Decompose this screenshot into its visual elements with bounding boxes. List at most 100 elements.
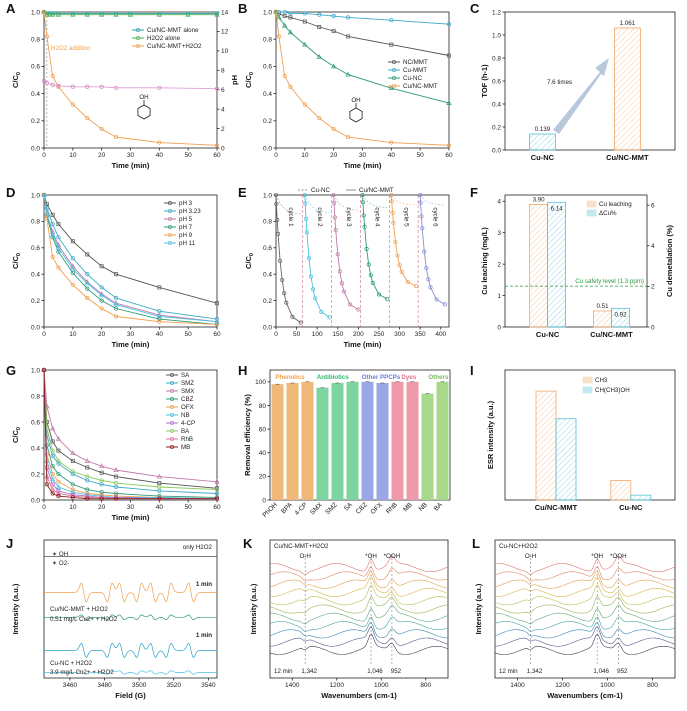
data-point [304,216,309,221]
panel-c: C 0.0 0.2 0.4 0.6 0.8 1.0 1.2 TOF (h-1) 0.139 Cu-N… [470,1,676,162]
label: Time (min) [112,513,150,522]
data-point [70,482,75,487]
data-point [44,34,49,39]
data-point [313,296,318,301]
x-tick-label: 0 [42,504,46,511]
cycle-label: cycle 5 [403,207,410,227]
data-point [99,11,105,17]
data-point [56,479,61,484]
data-point [56,83,61,88]
category-label: Cu-NC [531,153,555,162]
cycle-label: cycle 2 [316,207,323,227]
y-tick-label: 80 [259,403,267,410]
bar [361,381,374,500]
data-point [185,11,191,17]
legend-label: SA [181,372,190,379]
y-tick-label: 0.8 [31,219,40,226]
series-line [43,194,218,304]
data-point [70,450,76,456]
data-point [50,448,55,453]
data-point [70,263,76,269]
bar [529,133,556,151]
panel-k: K 1400 1200 1000 800 Wavenumbers (cm-1) Intens… [243,536,449,700]
y-tick-label: 1.0 [31,192,40,199]
label: Time (min) [112,340,150,349]
bar [610,480,632,501]
data-point [419,214,424,219]
data-point [114,135,119,140]
series-line [43,80,218,90]
spectrum-trace [494,555,676,575]
panel-letter: D [6,185,15,200]
data-point [276,14,282,20]
y-tick-label: 40 [259,450,267,457]
series-line [43,369,218,483]
data-point [278,258,283,264]
data-point [44,11,50,17]
data-point [317,116,322,121]
y-tick-label: 0.8 [263,37,272,44]
data-point [368,273,373,278]
x-tick-label: 400 [435,331,446,338]
data-point [70,459,75,463]
data-point [346,34,351,39]
trace-label: 1 min [196,581,212,588]
bar [331,383,344,500]
data-point [56,249,61,254]
data-point [337,269,342,274]
data-point [84,11,90,17]
y-tick-label: 0.4 [492,101,501,108]
data-point [390,210,395,215]
data-point [169,372,175,378]
group-label: Dyes [401,374,416,381]
data-point [157,481,162,486]
spectrum-trace [269,555,449,575]
series-line [43,369,218,498]
spectrum-trace [269,576,449,597]
data-point [389,140,394,145]
peak-label: *OH [365,553,377,560]
data-point [41,9,47,15]
x-tick-label: 150 [332,331,343,338]
legend-label: RhB [181,436,193,443]
data-point [311,287,316,292]
bar [286,383,299,500]
y-tick-label: 0.2 [263,298,272,305]
y-tick-label: 0.6 [31,64,40,71]
x-tick-label: 300 [394,331,405,338]
data-point [50,221,55,227]
data-point [302,19,307,24]
group-label: Antibiotics [317,374,350,381]
spectrum-trace [269,633,449,655]
panel-letter: I [470,363,474,378]
data-point [70,495,75,500]
data-point [282,14,287,19]
bar [614,27,641,151]
legend-label: CBZ [181,396,194,403]
value-label: 3.90 [533,196,546,203]
panel-letter: J [6,536,13,551]
data-point [302,192,307,198]
data-point [70,84,75,89]
series-line [43,369,218,491]
data-point [332,215,337,220]
data-point [84,280,90,286]
y2-tick-label: 0 [651,324,655,331]
bar [301,381,314,500]
data-point [85,478,90,483]
bar [376,383,389,500]
panel-letter: E [238,185,247,200]
data-point [391,59,397,65]
category-label: Cu-NC [536,330,560,339]
data-point [446,143,452,148]
data-point [391,83,397,89]
label: Wavenumbers (cm-1) [547,691,623,700]
x-tick-label: 50 [293,331,301,338]
series-line [333,194,359,310]
data-point [99,126,104,132]
data-point [214,11,220,17]
x-tick-label: 60 [445,152,453,159]
bar [547,201,566,328]
time-label: 12 min [274,668,293,675]
group-label: Others [428,374,449,381]
